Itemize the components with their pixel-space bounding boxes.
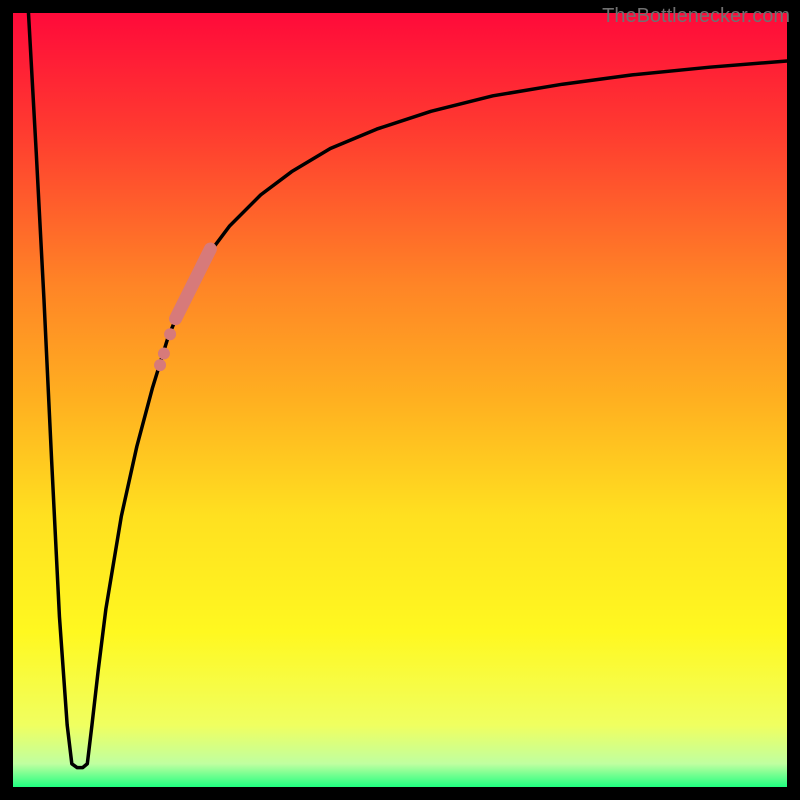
data-point (158, 348, 170, 360)
chart-container: TheBottlenecker.com (0, 0, 800, 800)
chart-svg (0, 0, 800, 800)
plot-background (13, 13, 787, 787)
data-point (164, 328, 176, 340)
data-point (154, 359, 166, 371)
